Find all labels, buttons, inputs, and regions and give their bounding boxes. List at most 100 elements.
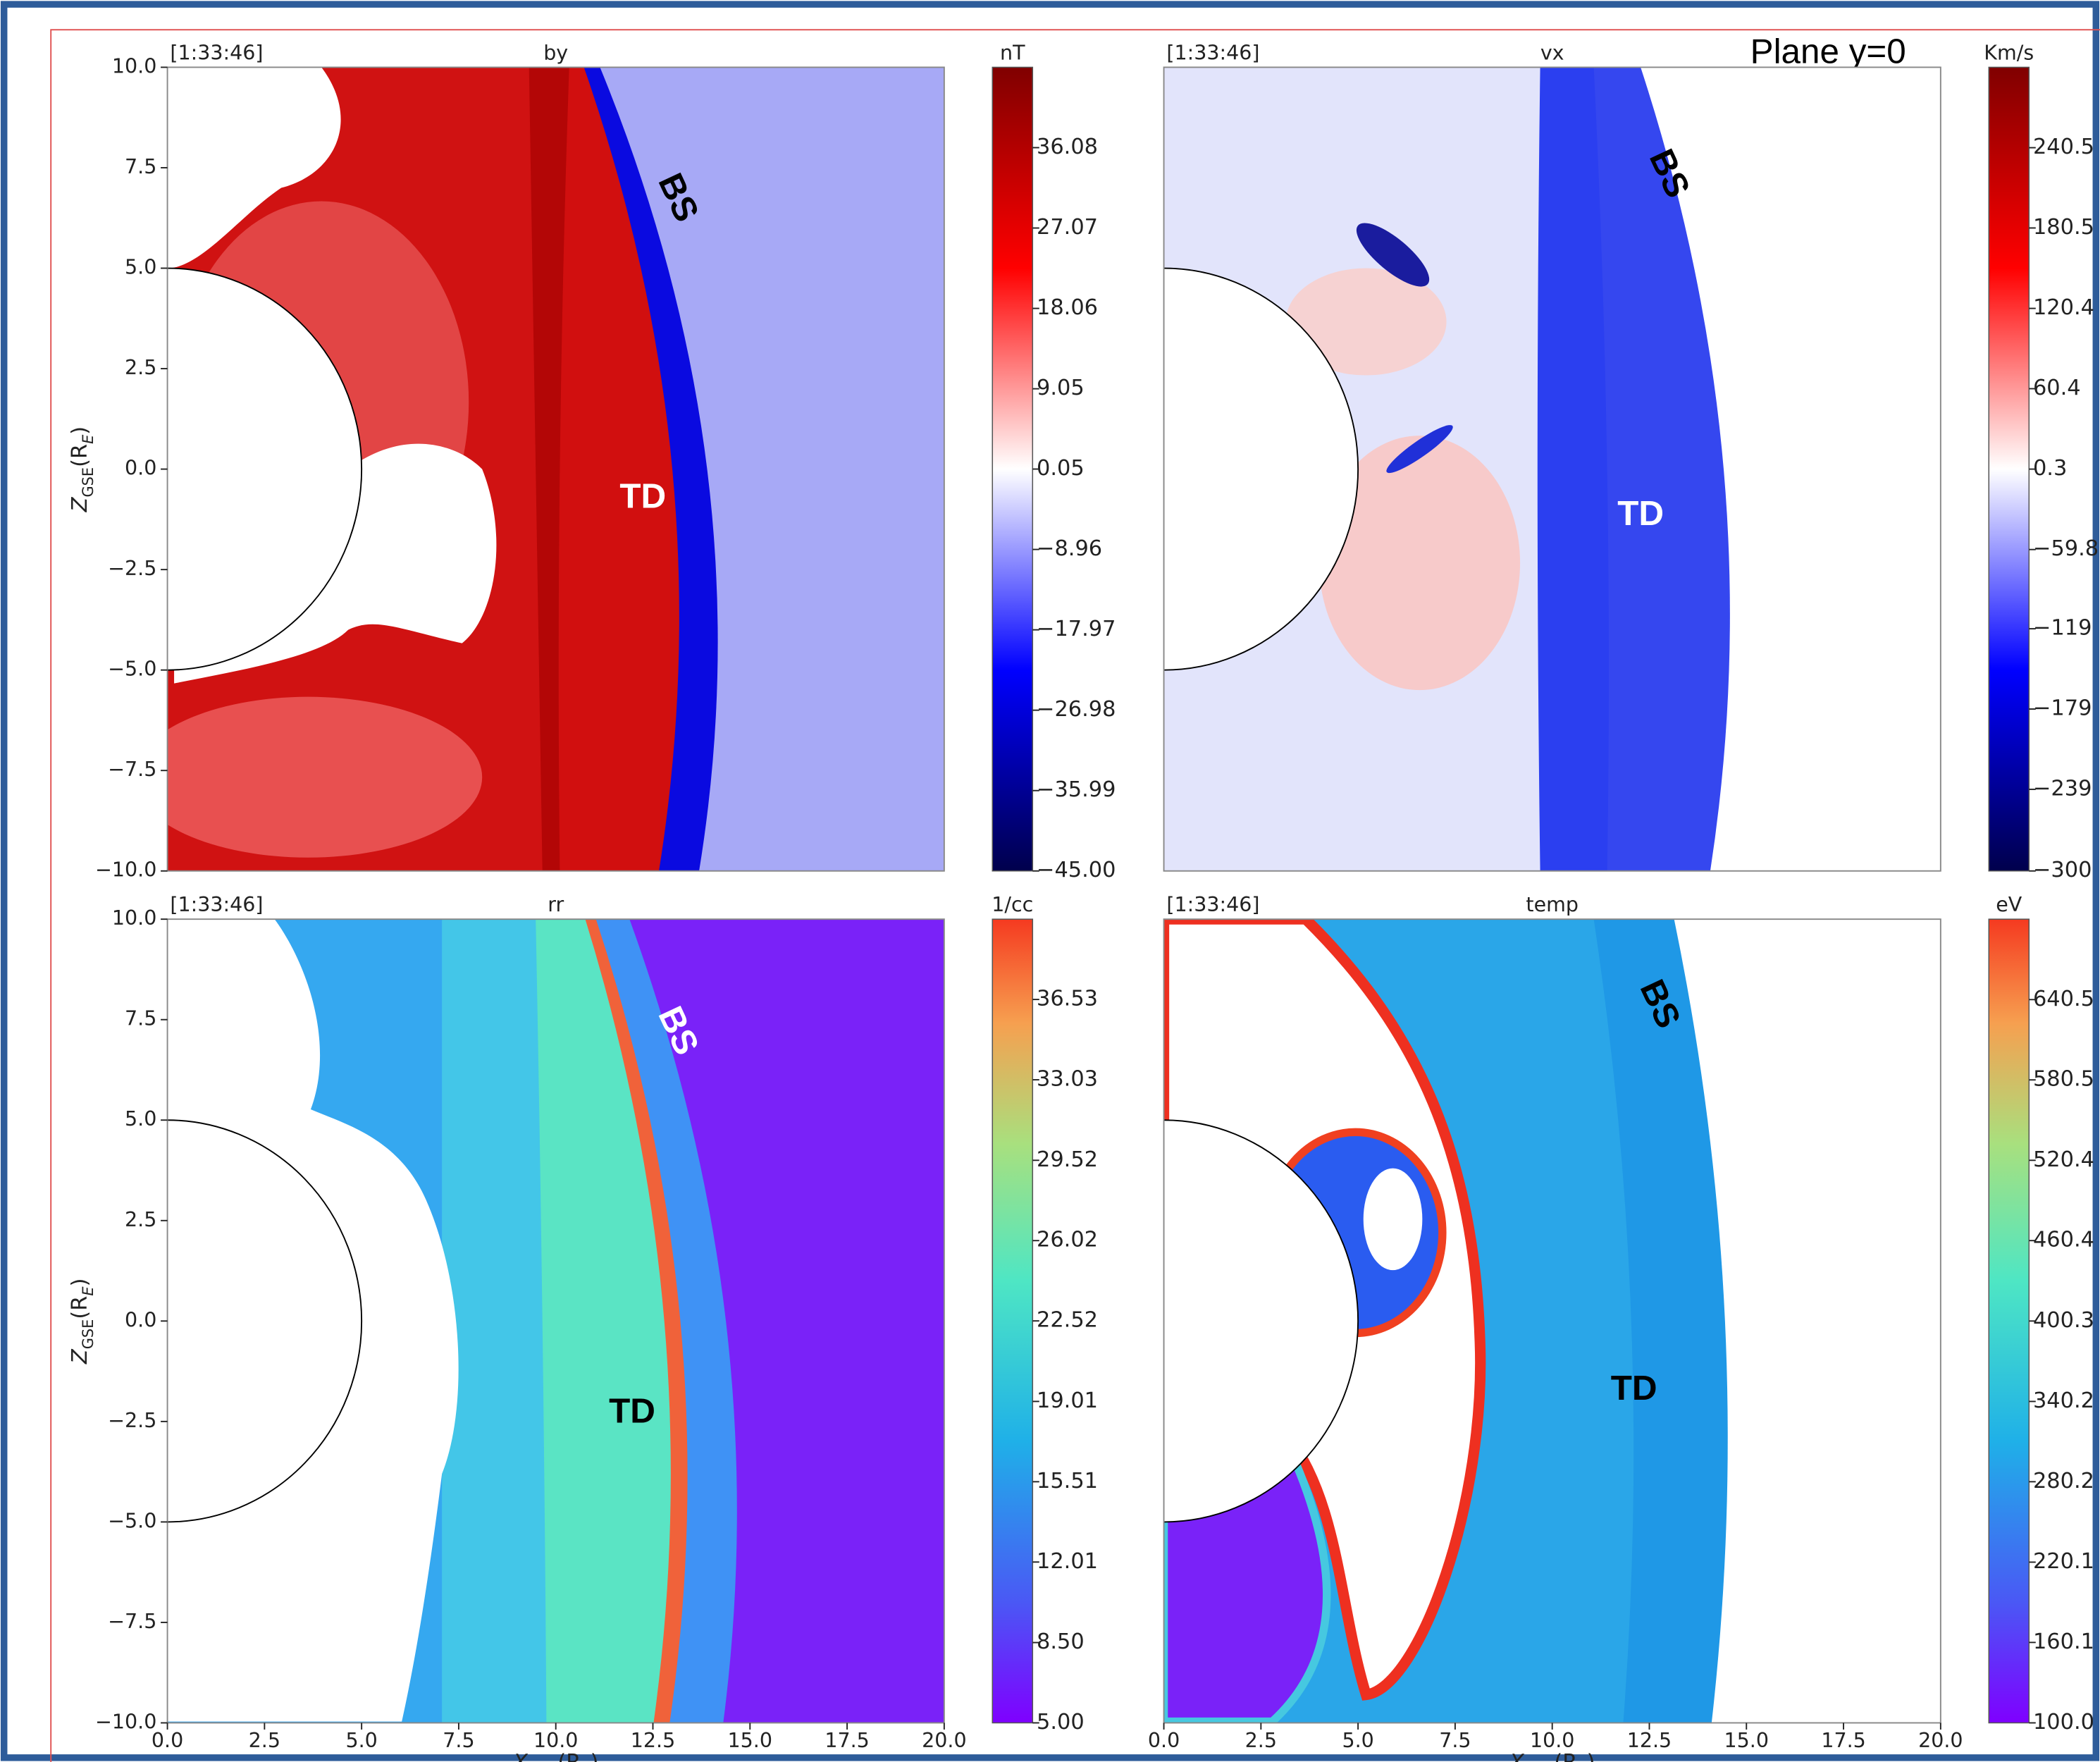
axis-label-part: (R [68,1296,92,1319]
colorbar-tick-label: 160.1 [2033,1629,2094,1654]
axis-label-part: Z [68,1348,92,1364]
axis-label-part: (R [1554,1750,1577,1762]
x-tick-label: 5.0 [1342,1729,1373,1752]
panel-title: by [543,41,568,64]
field-patch [167,67,341,269]
colorbar-tick-label: 280.2 [2033,1469,2094,1493]
panel-field [1163,919,1941,1723]
x-tick-label: 2.5 [249,1729,280,1752]
axis-label: ZGSE(RE) [68,1279,97,1365]
colorbar-tick-label: 400.3 [2033,1308,2094,1333]
field-patch [167,696,483,858]
colorbar-tick-label: 120.4 [2033,295,2094,320]
timestamp: [1:33:46] [170,41,263,64]
y-tick-label: 7.5 [125,1007,156,1030]
colorbar-tick-label: −17.97 [1037,617,1116,641]
colorbar-tick-label: −26.98 [1037,697,1116,722]
y-tick-label: 10.0 [112,54,156,78]
x-tick-label: 2.5 [1245,1729,1277,1752]
earth [1163,267,1359,671]
axis-label-part: (R [68,444,92,467]
field-patch [1363,1168,1423,1271]
x-tick-label: 20.0 [1918,1729,1963,1752]
colorbar-tick-label: 180.5 [2033,215,2094,240]
y-tick-label: −5.0 [108,658,156,681]
x-tick-label: 12.5 [1627,1729,1672,1752]
y-tick-label: 2.5 [125,1208,156,1231]
colorbar-tick-label: 5.00 [1037,1710,1085,1735]
y-tick-label: −10.0 [95,858,156,882]
colorbar-tick-label: −300 [2033,858,2092,882]
timestamp: [1:33:46] [170,893,263,916]
x-tick-label: 0.0 [1148,1729,1180,1752]
annotation: TD [609,1391,655,1430]
earth [1163,1119,1359,1523]
axis-label-part: ) [68,426,92,435]
colorbar-tick-label: 340.2 [2033,1388,2094,1413]
colorbar-tick-label: −35.99 [1037,777,1116,802]
x-tick-label: 20.0 [922,1729,966,1752]
x-tick-label: 15.0 [728,1729,772,1752]
y-tick-label: −2.5 [108,1409,156,1432]
x-tick-label: 7.5 [1439,1729,1471,1752]
colorbar-tick-label: −8.96 [1037,536,1102,561]
colorbar-tick-label: 100.0 [2033,1710,2094,1735]
y-tick-label: 0.0 [125,457,156,480]
colorbar [1988,66,2030,872]
panel-field [167,67,944,871]
axis-label-part: GSE [80,1319,97,1350]
y-tick-label: −7.5 [108,758,156,781]
x-tick-label: 10.0 [1530,1729,1574,1752]
axis-label-part: (R [557,1750,581,1762]
annotation: TD [619,476,666,515]
field-patch [1356,223,1430,287]
colorbar-tick-label: −59.8 [2033,536,2099,561]
colorbar-tick-label: 27.07 [1037,215,1098,240]
colorbar-tick-label: 240.5 [2033,135,2094,159]
y-tick-label: 5.0 [125,256,156,279]
colorbar-tick-label: 33.03 [1037,1067,1098,1092]
panel-title: temp [1526,893,1579,916]
plot-frame [1163,66,1941,872]
colorbar-tick-label: 520.4 [2033,1147,2094,1172]
colorbar [1988,918,2030,1724]
colorbar-tick-label: 0.3 [2033,456,2067,481]
inner-frame [50,29,2100,1762]
axis-label: XGSE(RE) [512,1750,599,1762]
x-tick-label: 10.0 [533,1729,578,1752]
field-patch [1319,436,1521,691]
field-patch [1285,268,1447,376]
plane-label: Plane y=0 [1750,32,1906,70]
axis-label-part: ) [68,1279,92,1287]
colorbar-tick-label: 60.4 [2033,376,2081,400]
colorbar-tick-label: 8.50 [1037,1629,1085,1654]
colorbar-tick-label: −119 [2033,616,2092,641]
y-tick-label: 0.0 [125,1308,156,1331]
field-patch [1386,425,1453,474]
colorbar-tick-label: −239 [2033,776,2092,801]
x-tick-label: 5.0 [345,1729,377,1752]
y-tick-label: −10.0 [95,1710,156,1733]
colorbar-tick-label: −45.00 [1037,858,1116,882]
axis-label-part: E [80,434,97,444]
panel-title: rr [548,893,564,916]
colorbar-tick-label: 22.52 [1037,1308,1098,1333]
axis-label-part: ) [1587,1750,1595,1762]
y-tick-label: 7.5 [125,155,156,178]
annotation: TD [1611,1369,1657,1407]
colorbar-tick-label: 12.01 [1037,1549,1098,1574]
colorbar-unit: 1/cc [992,893,1033,916]
earth [167,1119,363,1523]
x-tick-label: 17.5 [824,1729,869,1752]
colorbar-tick-label: 18.06 [1037,295,1098,320]
colorbar-unit: Km/s [1984,41,2034,64]
axis-label: XGSE(RE) [1508,1750,1595,1762]
timestamp: [1:33:46] [1166,893,1259,916]
colorbar-unit: eV [1996,893,2022,916]
x-tick-label: 0.0 [152,1729,183,1752]
colorbar-tick-label: 29.52 [1037,1147,1098,1172]
colorbar-tick-label: 15.51 [1037,1469,1098,1493]
y-tick-label: 5.0 [125,1107,156,1130]
x-tick-label: 12.5 [631,1729,675,1752]
axis-label-part: Z [68,496,92,512]
